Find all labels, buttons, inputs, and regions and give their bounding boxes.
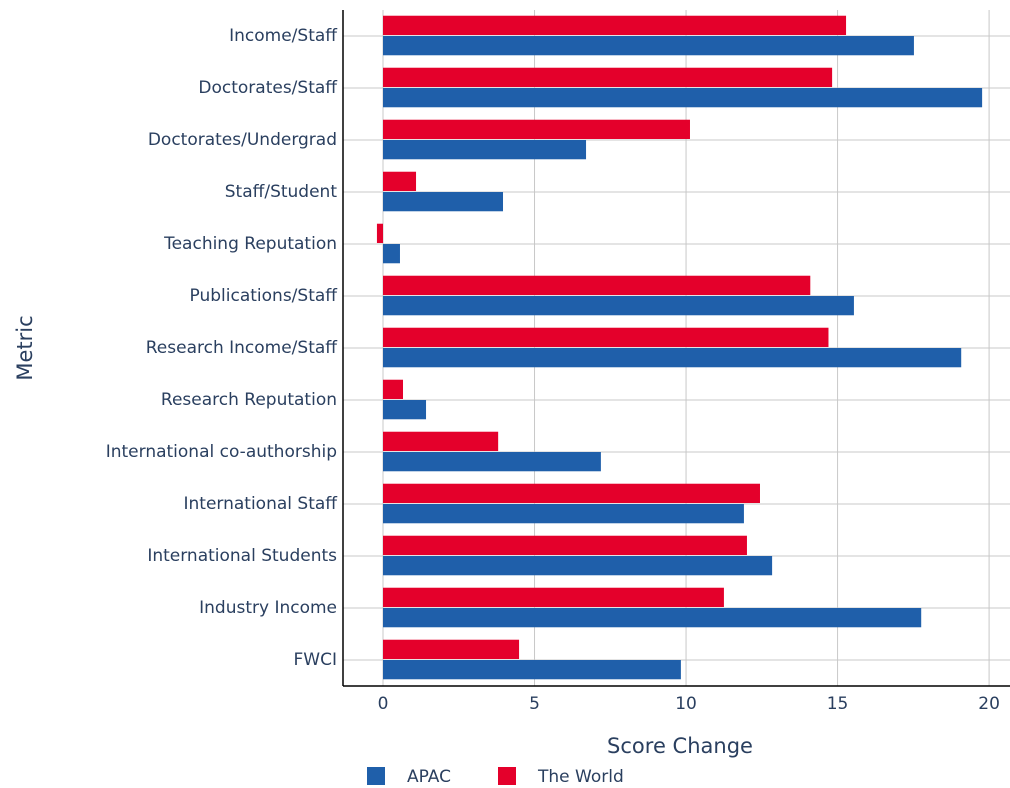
legend-label: The World [537, 767, 624, 787]
y-tick-label: Doctorates/Staff [198, 78, 338, 98]
bar [383, 556, 773, 576]
bar [383, 452, 601, 472]
y-tick-label: International Staff [184, 494, 339, 514]
x-tick-label: 10 [675, 694, 697, 714]
bar [383, 67, 833, 87]
y-tick-label: FWCI [294, 650, 337, 670]
y-tick-label: International Students [147, 546, 337, 566]
x-tick-label: 15 [827, 694, 849, 714]
bar [383, 379, 404, 399]
bar [383, 348, 962, 368]
bar [383, 400, 427, 420]
x-tick-label: 20 [978, 694, 1000, 714]
y-tick-label: Publications/Staff [190, 286, 339, 306]
bar [376, 223, 384, 243]
y-axis-title: Metric [13, 315, 37, 380]
bar [383, 608, 922, 628]
bar [383, 431, 499, 451]
y-tick-label: Industry Income [199, 598, 337, 618]
bar [383, 36, 914, 56]
bar [383, 140, 587, 160]
x-tick-label: 5 [529, 694, 540, 714]
y-tick-label: Research Reputation [161, 390, 337, 410]
legend-swatch [367, 767, 385, 785]
bar [383, 660, 681, 680]
bar [383, 275, 811, 295]
legend-swatch [498, 767, 516, 785]
bar [383, 192, 504, 212]
x-axis-title: Score Change [607, 734, 753, 758]
bar [383, 587, 724, 607]
y-tick-label: Doctorates/Undergrad [148, 130, 337, 150]
y-tick-label: Research Income/Staff [146, 338, 339, 358]
y-tick-label: Income/Staff [229, 26, 338, 46]
y-tick-label: International co-authorship [106, 442, 337, 462]
bar [383, 88, 983, 108]
bar [383, 119, 690, 139]
x-tick-label: 0 [378, 694, 389, 714]
bar [383, 327, 829, 347]
legend-label: APAC [407, 767, 451, 787]
bar [383, 171, 417, 191]
bar [383, 244, 400, 264]
bar [383, 296, 854, 316]
bar [383, 639, 520, 659]
y-tick-label: Staff/Student [225, 182, 338, 202]
y-tick-label: Teaching Reputation [163, 234, 337, 254]
bar [383, 483, 760, 503]
bar [383, 535, 747, 555]
bar [383, 15, 847, 35]
bar [383, 504, 744, 524]
